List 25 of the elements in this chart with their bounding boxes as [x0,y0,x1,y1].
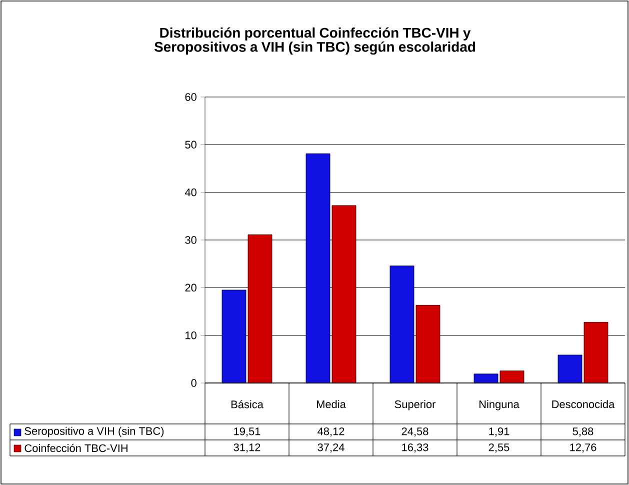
x-tick-label: Superior [394,400,436,410]
data-label: 12,76 [570,443,596,453]
chart-title: Distribución porcentual Coinfección TBC-VIH y Seropositivos a VIH (sin TBC) según escolaridad [154,27,476,55]
y-tick-label: 10 [186,331,196,340]
x-tick-label: Desconocida [552,400,615,408]
x-tick-label: Media [316,400,346,408]
y-tick-label: 50 [185,140,196,149]
y-tick-label: 60 [185,93,196,101]
data-label: 19,51 [234,427,260,437]
legend-label: Seropositivo a VIH (sin TBC) [24,426,164,438]
data-label: 37,24 [318,443,344,453]
y-tick-label: 20 [185,284,196,292]
data-label: 2,55 [488,443,510,453]
data-label: 16,33 [402,443,428,453]
data-label: 1,91 [489,427,510,437]
legend-label: Coinfección TBC-VIH [24,444,128,452]
x-tick-label: Ninguna [479,400,520,410]
data-label: 31,12 [234,443,260,453]
data-label: 24,58 [402,427,428,437]
x-tick-label: Básica [231,400,264,408]
data-label: 5,88 [572,427,594,437]
y-tick-label: 30 [185,236,196,244]
y-tick-label: 40 [184,188,196,196]
y-tick-label: 0 [191,379,196,387]
data-label: 48,12 [318,427,344,437]
